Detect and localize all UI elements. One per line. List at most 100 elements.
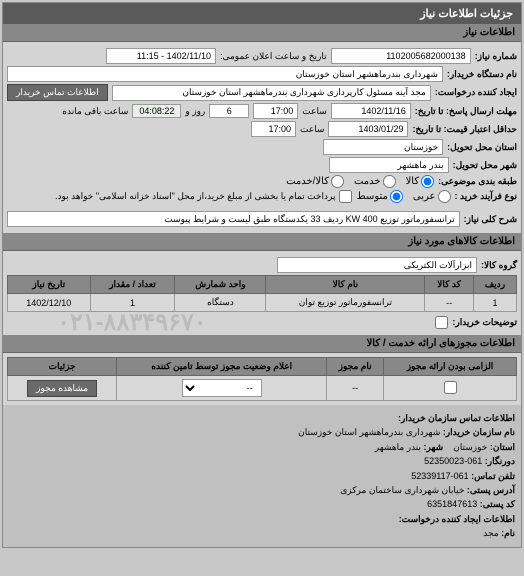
footer-title: اطلاعات تماس سازمان خریدار: <box>9 411 515 425</box>
validity-label: حداقل اعتبار قیمت: تا تاریخ: <box>412 124 517 135</box>
col-3: واحد شمارش <box>175 276 266 294</box>
deadline-date-input[interactable] <box>331 103 411 119</box>
f-city-label: شهر: <box>424 442 444 452</box>
pkg-all-radio[interactable] <box>421 175 434 188</box>
pcell-name: -- <box>327 376 384 401</box>
remain-days: 6 <box>209 104 249 118</box>
mandatory-checkbox[interactable] <box>444 381 457 394</box>
remain-time: 04:08:22 <box>132 104 181 118</box>
permits-area: الزامی بودن ارائه مجوز نام مجوز اعلام وض… <box>3 353 521 405</box>
package-label: طبقه بندی موضوعی: <box>438 176 517 187</box>
buy-m-radio[interactable] <box>390 190 403 203</box>
deadline-send-label: مهلت ارسال پاسخ: تا تاریخ: <box>415 106 517 117</box>
desc-input[interactable] <box>7 211 460 227</box>
buy-type-label: نوع فرآیند خرید : <box>455 191 518 202</box>
header-bar: جزئیات اطلاعات نیاز <box>3 3 521 24</box>
remain-days-label: روز و <box>185 106 205 117</box>
watermark: ۰۲۱-۸۸۳۴۹۶۷۰ <box>57 308 207 337</box>
goods-area: گروه کالا: ردیف کد کالا نام کالا واحد شم… <box>3 251 521 335</box>
buy-note-checkbox[interactable] <box>339 190 352 203</box>
requester-input[interactable] <box>112 85 431 101</box>
pkg-all-label: کالا <box>406 176 420 187</box>
goods-note-checkbox[interactable] <box>435 316 448 329</box>
f-name: مجد <box>483 528 498 538</box>
cell-4: 1 <box>90 294 175 312</box>
permits-table: الزامی بودن ارائه مجوز نام مجوز اعلام وض… <box>7 357 517 401</box>
buy-v-item[interactable]: عربی <box>413 190 451 203</box>
f-postal: 6351847613 <box>427 499 477 509</box>
buyer-input[interactable] <box>7 66 443 82</box>
f-org: شهرداری بندرماهشهر استان خوزستان <box>298 427 440 437</box>
req-no-label: شماره نیاز: <box>475 51 517 62</box>
col-5: تاریخ نیاز <box>8 276 91 294</box>
col-0: ردیف <box>473 276 516 294</box>
buy-v-label: عربی <box>413 191 436 202</box>
province-input[interactable] <box>323 139 443 155</box>
cell-3: دستگاه <box>175 294 266 312</box>
buy-type-group: عربی متوسط <box>356 190 450 203</box>
table-row[interactable]: 1 -- ترانسفورماتور توزیع توان دستگاه 1 1… <box>8 294 517 312</box>
time-label-1: ساعت <box>302 106 327 117</box>
buyer-label: نام دستگاه خریدار: <box>447 69 517 80</box>
permits-header-row: الزامی بودن ارائه مجوز نام مجوز اعلام وض… <box>8 358 517 376</box>
pkg-both-item[interactable]: کالا/خدمت <box>286 175 344 188</box>
f-city: بندر ماهشهر <box>375 442 421 452</box>
f-phone-label: تلفن تماس: <box>471 471 515 481</box>
goods-note-label: توضیحات خریدار: <box>452 317 517 328</box>
pcol-0: الزامی بودن ارائه مجوز <box>384 358 517 376</box>
view-permit-button[interactable]: مشاهده مجوز <box>27 380 97 397</box>
f-phone: 061-52339117 <box>411 471 468 481</box>
col-1: کد کالا <box>425 276 474 294</box>
pkg-both-radio[interactable] <box>331 175 344 188</box>
f-addr-label: آدرس پستی: <box>467 485 515 495</box>
contact-button[interactable]: اطلاعات تماس خریدار <box>7 84 108 101</box>
pkg-service-radio[interactable] <box>383 175 396 188</box>
pcell-mandatory <box>384 376 517 401</box>
validity-date-input[interactable] <box>328 121 408 137</box>
package-radio-group: کالا خدمت کالا/خدمت <box>286 175 434 188</box>
cell-1: -- <box>425 294 474 312</box>
pcol-2: اعلام وضعیت مجوز توسط تامین کننده <box>117 358 327 376</box>
time-label-2: ساعت <box>300 124 325 135</box>
validity-time-input[interactable] <box>251 121 296 137</box>
section-info-title: اطلاعات نیاز <box>3 24 521 42</box>
deadline-time-input[interactable] <box>253 103 298 119</box>
f-fax: 061-52350023 <box>424 456 482 466</box>
pcell-detail: مشاهده مجوز <box>8 376 117 401</box>
buy-note: پرداخت تمام یا بخشی از مبلغ خرید،از محل … <box>55 191 335 202</box>
city-input[interactable] <box>329 157 449 173</box>
f-postal-label: کد پستی: <box>480 499 515 509</box>
table-row[interactable]: -- -- مشاهده مجوز <box>8 376 517 401</box>
section-permits-title: اطلاعات مجوزهای ارائه خدمت / کالا <box>3 335 521 353</box>
pcol-3: جزئیات <box>8 358 117 376</box>
form-area: شماره نیاز: تاریخ و ساعت اعلان عمومی: نا… <box>3 42 521 233</box>
pkg-both-label: کالا/خدمت <box>286 176 329 187</box>
main-panel: جزئیات اطلاعات نیاز اطلاعات نیاز شماره ن… <box>2 2 522 548</box>
requester-label: ایجاد کننده درخواست: <box>435 87 517 98</box>
f-addr: خیابان شهرداری ساختمان مرکزی <box>340 485 464 495</box>
f-fax-label: دورنگار: <box>485 456 515 466</box>
f-name-label: نام: <box>501 528 515 538</box>
buy-m-label: متوسط <box>356 191 387 202</box>
buy-v-radio[interactable] <box>438 190 451 203</box>
req-no-input[interactable] <box>331 48 471 64</box>
pcell-status: -- <box>117 376 327 401</box>
pkg-service-label: خدمت <box>354 176 381 187</box>
f-creator-label: اطلاعات ایجاد کننده درخواست: <box>9 512 515 526</box>
city-label: شهر محل تحویل: <box>453 160 517 171</box>
goods-group-input[interactable] <box>277 257 477 273</box>
f-org-label: نام سازمان خریدار: <box>443 427 515 437</box>
col-4: تعداد / مقدار <box>90 276 175 294</box>
goods-group-label: گروه کالا: <box>481 260 517 271</box>
province-label: استان محل تحویل: <box>447 142 517 153</box>
announce-input[interactable] <box>106 48 216 64</box>
remain-label: ساعت باقی مانده <box>62 106 128 117</box>
buy-m-item[interactable]: متوسط <box>356 190 402 203</box>
pkg-all-item[interactable]: کالا <box>406 175 435 188</box>
footer: اطلاعات تماس سازمان خریدار: نام سازمان خ… <box>3 405 521 547</box>
pkg-service-item[interactable]: خدمت <box>354 175 396 188</box>
f-province: خوزستان <box>453 442 487 452</box>
goods-header-row: ردیف کد کالا نام کالا واحد شمارش تعداد /… <box>8 276 517 294</box>
pcol-1: نام مجوز <box>327 358 384 376</box>
status-select[interactable]: -- <box>182 379 262 397</box>
